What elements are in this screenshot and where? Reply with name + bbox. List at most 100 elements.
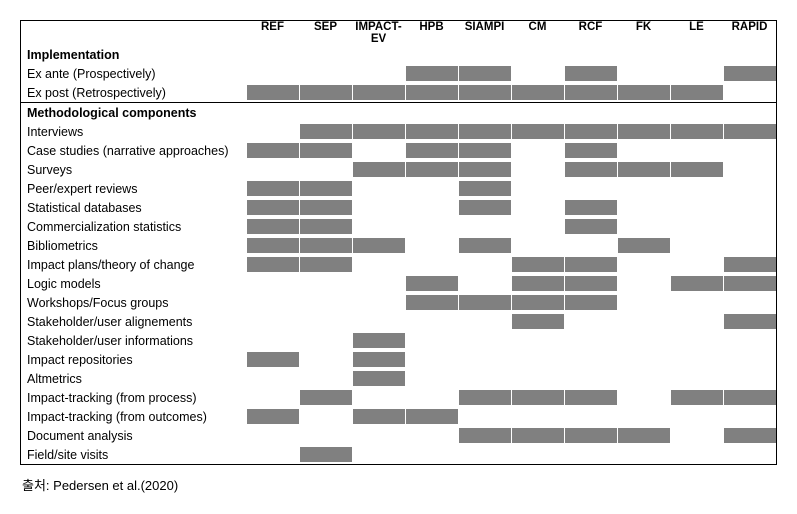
matrix-cell [406,371,458,386]
matrix-cell [565,200,617,215]
matrix-cell [671,66,723,81]
matrix-cell [247,143,299,158]
matrix-cell [353,447,405,462]
row-label: Field/site visits [21,448,246,462]
matrix-cell [406,352,458,367]
matrix-cell [353,257,405,272]
matrix-cell [247,200,299,215]
matrix-cell [512,314,564,329]
matrix-row: Impact repositories [21,350,776,369]
matrix-cell [300,124,352,139]
matrix-cell [671,143,723,158]
matrix-cell [618,409,670,424]
matrix-cell [459,352,511,367]
row-cells [246,274,776,293]
matrix-cell [353,181,405,196]
row-cells [246,217,776,236]
matrix-cell [565,238,617,253]
matrix-cell [353,85,405,100]
matrix-cell [724,162,776,177]
row-label: Statistical databases [21,201,246,215]
matrix-cell [406,124,458,139]
matrix-cell [247,428,299,443]
matrix-cell [671,371,723,386]
matrix-cell [565,409,617,424]
matrix-cell [565,143,617,158]
matrix-cell [724,447,776,462]
matrix-cell [671,181,723,196]
matrix-cell [565,371,617,386]
section-title-row: Methodological components [21,102,776,122]
matrix-cell [459,66,511,81]
column-header: IMPACT-EV [353,21,405,45]
matrix-cell [300,200,352,215]
matrix-cell [459,314,511,329]
matrix-cell [565,85,617,100]
column-header: SIAMPI [459,21,511,45]
matrix-cell [618,314,670,329]
matrix-cell [353,333,405,348]
matrix-cell [565,447,617,462]
matrix-cell [671,276,723,291]
row-label: Surveys [21,163,246,177]
section-title-row: Implementation [21,45,776,64]
row-cells [246,141,776,160]
matrix-cell [671,333,723,348]
matrix-row: Logic models [21,274,776,293]
matrix-cell [512,200,564,215]
matrix-cell [724,200,776,215]
matrix-row: Interviews [21,122,776,141]
matrix-cell [247,390,299,405]
matrix-cell [724,238,776,253]
matrix-cell [618,85,670,100]
matrix-cell [247,333,299,348]
row-label: Ex post (Retrospectively) [21,86,246,100]
matrix-cell [671,124,723,139]
matrix-cell [724,124,776,139]
matrix-cell [459,333,511,348]
matrix-cell [406,409,458,424]
matrix-cell [618,428,670,443]
matrix-cell [724,333,776,348]
row-cells [246,445,776,464]
matrix-cell [724,409,776,424]
matrix-cell [671,314,723,329]
matrix-cell [459,124,511,139]
matrix-cell [512,124,564,139]
matrix-cell [406,390,458,405]
matrix-cell [406,276,458,291]
matrix-cell [406,143,458,158]
matrix-cell [618,390,670,405]
column-header: SEP [300,21,352,45]
matrix-cell [300,66,352,81]
row-label: Logic models [21,277,246,291]
row-cells [246,331,776,350]
matrix-cell [671,162,723,177]
matrix-cell [247,276,299,291]
matrix-cell [300,371,352,386]
matrix-row: Statistical databases [21,198,776,217]
matrix-cell [618,352,670,367]
matrix-cell [353,276,405,291]
matrix-cell [512,428,564,443]
matrix-row: Surveys [21,160,776,179]
matrix-cell [459,390,511,405]
matrix-cell [512,85,564,100]
matrix-cell [353,200,405,215]
matrix-cell [300,143,352,158]
row-label: Altmetrics [21,372,246,386]
matrix-cell [247,447,299,462]
matrix-cell [618,276,670,291]
matrix-cell [300,238,352,253]
matrix-cell [671,257,723,272]
row-cells [246,198,776,217]
matrix-cell [459,143,511,158]
matrix-cell [247,352,299,367]
matrix-cell [247,66,299,81]
matrix-cell [671,238,723,253]
matrix-cell [565,352,617,367]
matrix-cell [671,295,723,310]
matrix-cell [353,409,405,424]
matrix-cell [512,295,564,310]
matrix-cell [459,85,511,100]
